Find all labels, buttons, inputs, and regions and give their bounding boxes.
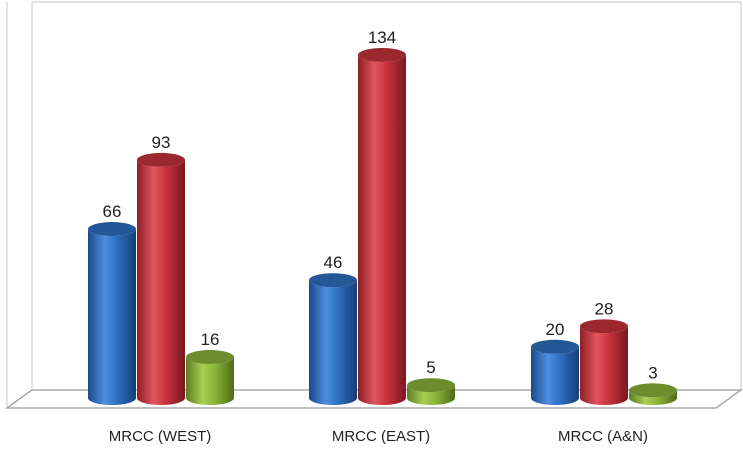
bar-mrcc-east-series-2 <box>358 47 406 406</box>
bar-mrcc-east-series-3 <box>407 378 455 405</box>
value-label: 93 <box>152 133 171 152</box>
bar-body <box>629 390 677 405</box>
bar-body <box>186 357 234 405</box>
bar-top <box>137 152 185 167</box>
bar-top <box>407 378 455 393</box>
category-label: MRCC (EAST) <box>332 428 430 445</box>
category-label: MRCC (A&N) <box>558 428 648 445</box>
value-label: 134 <box>368 28 396 47</box>
category-labels-layer: MRCC (WEST) MRCC (EAST) MRCC (A&N) <box>109 428 648 445</box>
value-label: 20 <box>546 320 565 339</box>
value-label: 28 <box>595 299 614 318</box>
bar-mrcc-a-n-series-2 <box>580 319 628 405</box>
bar-body <box>531 346 579 405</box>
bar-mrcc-west-series-3 <box>186 350 234 405</box>
bar-body <box>309 280 357 405</box>
bar-mrcc-a-n-series-1 <box>531 339 579 405</box>
bar-top <box>358 47 406 62</box>
value-labels-layer: 66 93 16 46 134 5 20 28 3 <box>103 28 658 382</box>
bar-top <box>88 222 136 237</box>
bar-mrcc-west-series-2 <box>137 152 185 405</box>
bar-body <box>407 385 455 405</box>
bar-body <box>88 229 136 405</box>
bar-top <box>629 383 677 398</box>
bar-body <box>580 326 628 405</box>
bar-top <box>186 350 234 365</box>
value-label: 46 <box>324 253 343 272</box>
value-label: 16 <box>201 330 220 349</box>
value-label: 3 <box>648 363 657 382</box>
bar-top <box>309 273 357 288</box>
bars-layer <box>88 47 677 406</box>
bar-mrcc-west-series-1 <box>88 222 136 405</box>
plot-frame <box>6 1 742 408</box>
bar-mrcc-east-series-1 <box>309 273 357 405</box>
value-label: 66 <box>103 202 122 221</box>
category-label: MRCC (WEST) <box>109 428 211 445</box>
bar-top <box>531 339 579 354</box>
value-label: 5 <box>426 358 435 377</box>
bar-body <box>358 54 406 406</box>
bar-top <box>580 319 628 334</box>
bar-mrcc-a-n-series-3 <box>629 383 677 405</box>
bar-body <box>137 159 185 405</box>
